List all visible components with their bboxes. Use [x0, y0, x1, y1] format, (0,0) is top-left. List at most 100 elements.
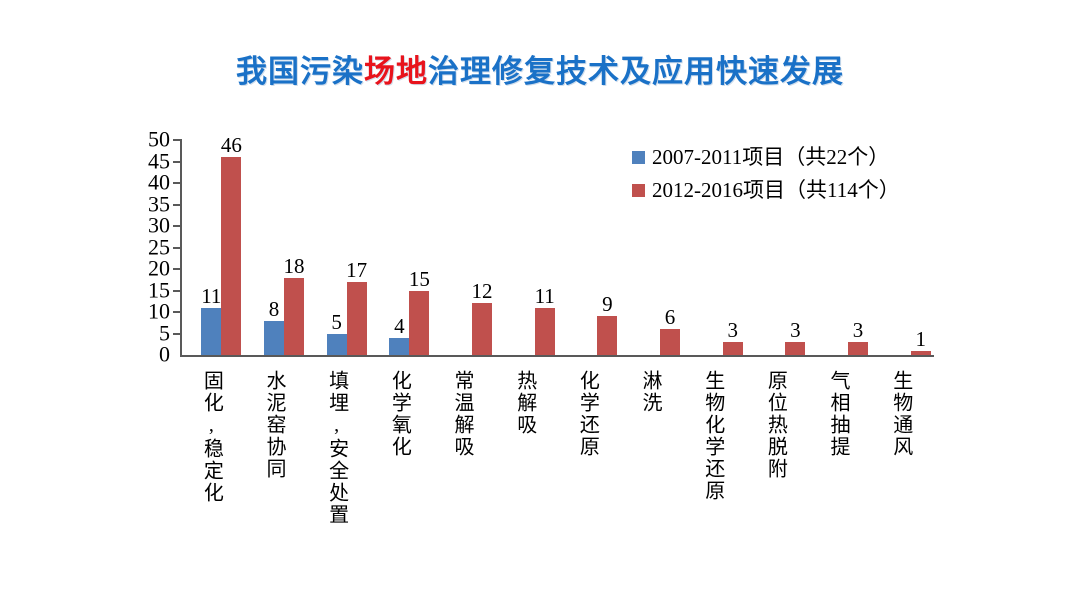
category-label: 淋洗: [619, 370, 682, 555]
y-tick-mark: [173, 332, 182, 335]
bar-value-label: 11: [201, 283, 222, 308]
category-label-text: 固化,稳定化: [200, 370, 223, 504]
bar-value-label: 4: [394, 313, 405, 338]
category-label-text: 填埋,安全处置: [325, 370, 348, 526]
bar: 1: [910, 328, 931, 355]
bar-group: 11 46: [182, 135, 245, 355]
page-title: 我国污染场地治理修复技术及应用快速发展: [0, 46, 1080, 91]
bar: 15: [409, 268, 430, 355]
bar-value-label: 18: [283, 253, 305, 278]
bar-value-label: 1: [915, 326, 926, 351]
y-tick-label: 10: [148, 298, 170, 324]
category-label: 生物通风: [869, 370, 932, 555]
plot-area: 11 46 8 18 5 17 4 15 12 11 9 6 3 3 3 1: [173, 135, 934, 357]
bar-value-label: 11: [534, 283, 555, 308]
title-part-1: 我国污染: [236, 54, 364, 89]
bar-group: 3: [746, 140, 809, 355]
bar-pair: 11: [515, 285, 555, 355]
category-label: 化学氧化: [368, 370, 431, 555]
bar-value-label: 12: [471, 279, 493, 304]
category-label-text: 生物化学还原: [701, 370, 724, 502]
bar-value-label: 17: [346, 257, 368, 282]
x-axis-category-labels: 固化,稳定化 水泥窑协同 填埋,安全处置 化学氧化 常温解吸 热解吸 化学还原 淋洗 生物化学还…: [180, 370, 932, 555]
category-label-text: 化学还原: [576, 370, 599, 458]
y-tick-label: 15: [148, 277, 170, 303]
category-label: 固化,稳定化: [180, 370, 243, 555]
y-tick-mark: [173, 160, 182, 163]
bar: 3: [785, 320, 806, 355]
y-tick-mark: [173, 139, 182, 141]
title-highlight: 场地: [364, 54, 428, 89]
y-tick-label: 45: [148, 148, 170, 174]
y-tick-label: 35: [148, 191, 170, 217]
y-tick-label: 25: [148, 234, 170, 260]
category-label: 填埋,安全处置: [305, 370, 368, 555]
legend-item-2012-2016: 2012-2016项目（共114个）: [632, 174, 900, 207]
bar: 12: [472, 281, 493, 355]
category-label-text: 热解吸: [513, 370, 536, 436]
bar-group: 11: [495, 140, 558, 355]
title-part-2: 治理修复技术及应用快速发展: [428, 54, 844, 89]
legend-swatch-red-icon: [632, 184, 645, 197]
y-tick-mark: [173, 311, 182, 313]
bar-group: 1: [871, 140, 934, 355]
category-label-text: 水泥窑协同: [263, 370, 285, 480]
bar-group: 4 15: [370, 140, 433, 355]
bar-pair: 12: [452, 281, 493, 355]
category-label-text: 淋洗: [639, 370, 662, 414]
category-label: 化学还原: [556, 370, 619, 555]
category-label: 水泥窑协同: [243, 370, 306, 555]
bar: 17: [346, 259, 367, 355]
bar: 18: [284, 255, 305, 355]
bar-group: 8 18: [245, 140, 308, 355]
bar-group: 5 17: [307, 140, 370, 355]
y-tick-label: 50: [148, 126, 170, 152]
bar-group: 6: [621, 140, 684, 355]
bar-pair: 3: [828, 320, 869, 355]
bar: 4: [389, 315, 410, 355]
category-label: 热解吸: [493, 370, 556, 555]
y-tick-label: 5: [159, 320, 170, 346]
category-label-text: 生物通风: [889, 370, 912, 458]
bar-groups: 11 46 8 18 5 17 4 15 12 11 9 6 3 3 3 1: [182, 135, 934, 355]
bar-pair: 3: [765, 320, 806, 355]
legend-label: 2012-2016项目（共114个）: [652, 178, 900, 202]
y-tick-label: 20: [148, 255, 170, 281]
category-label: 气相抽提: [807, 370, 870, 555]
bar: 11: [535, 285, 555, 355]
bar: 11: [201, 285, 221, 355]
bar-value-label: 8: [268, 296, 280, 321]
bar-value-label: 3: [727, 318, 738, 343]
category-label-text: 化学氧化: [388, 370, 411, 458]
bar-pair: 8 18: [264, 255, 305, 355]
legend-item-2007-2011: 2007-2011项目（共22个）: [632, 141, 900, 174]
legend-label: 2007-2011项目（共22个）: [652, 145, 890, 169]
bar-value-label: 5: [331, 309, 342, 334]
bar-group: 3: [683, 140, 746, 355]
bar-value-label: 3: [852, 318, 864, 343]
category-label: 原位热脱附: [744, 370, 807, 555]
bar-value-label: 9: [602, 292, 613, 317]
category-label-text: 常温解吸: [451, 370, 474, 458]
bar-group: 9: [558, 140, 621, 355]
bar-pair: 5 17: [326, 259, 367, 355]
y-tick-mark: [173, 246, 182, 249]
legend: 2007-2011项目（共22个） 2012-2016项目（共114个）: [632, 141, 900, 207]
y-tick-mark: [173, 203, 182, 206]
bar-group: 3: [809, 140, 872, 355]
bar: 5: [326, 311, 347, 355]
category-label: 生物化学还原: [681, 370, 744, 555]
category-label-text: 原位热脱附: [764, 370, 787, 480]
bar: 46: [221, 135, 242, 355]
y-tick-label: 0: [159, 341, 170, 367]
bar-value-label: 6: [664, 305, 676, 330]
y-tick-label: 30: [148, 212, 170, 238]
bar-pair: 6: [640, 307, 681, 355]
category-label: 常温解吸: [431, 370, 494, 555]
bar-pair: 11 46: [201, 135, 242, 355]
bar: 8: [264, 298, 284, 355]
bar: 9: [597, 294, 618, 355]
bar-value-label: 46: [220, 133, 242, 158]
y-tick-label: 40: [148, 169, 170, 195]
bar-value-label: 15: [408, 266, 430, 291]
